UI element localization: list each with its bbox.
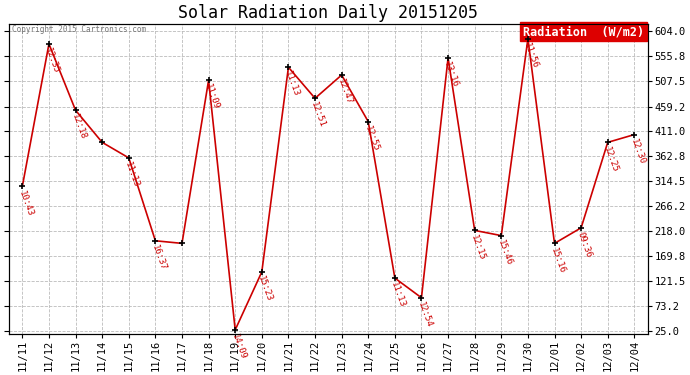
Text: 11:13: 11:13 <box>389 281 407 309</box>
Text: 12:30: 12:30 <box>629 137 647 166</box>
Text: 15:23: 15:23 <box>256 274 274 303</box>
Text: Copyright 2015 Cartronics.com: Copyright 2015 Cartronics.com <box>12 25 146 34</box>
Text: 12:47: 12:47 <box>336 78 353 106</box>
Text: 12:25: 12:25 <box>602 145 620 174</box>
Text: 12:35: 12:35 <box>43 47 61 75</box>
Text: 11:56: 11:56 <box>522 42 540 70</box>
Text: 12:51: 12:51 <box>309 101 327 129</box>
Text: 11:13: 11:13 <box>283 70 300 98</box>
Text: 12:55: 12:55 <box>362 124 380 153</box>
Text: 13:16: 13:16 <box>442 61 460 89</box>
Text: 11:09: 11:09 <box>203 83 221 111</box>
Text: Radiation  (W/m2): Radiation (W/m2) <box>523 25 644 38</box>
Text: 12:15: 12:15 <box>469 233 486 261</box>
Text: 15:46: 15:46 <box>495 238 513 267</box>
Text: 10:43: 10:43 <box>17 189 34 217</box>
Text: 16:37: 16:37 <box>150 243 168 272</box>
Text: 15:16: 15:16 <box>549 246 566 274</box>
Text: 11:13: 11:13 <box>123 160 141 189</box>
Text: 12:54: 12:54 <box>416 300 433 329</box>
Title: Solar Radiation Daily 20151205: Solar Radiation Daily 20151205 <box>178 4 478 22</box>
Text: 14:09: 14:09 <box>230 333 247 361</box>
Text: 09:36: 09:36 <box>575 231 593 259</box>
Text: 12:18: 12:18 <box>70 113 88 141</box>
